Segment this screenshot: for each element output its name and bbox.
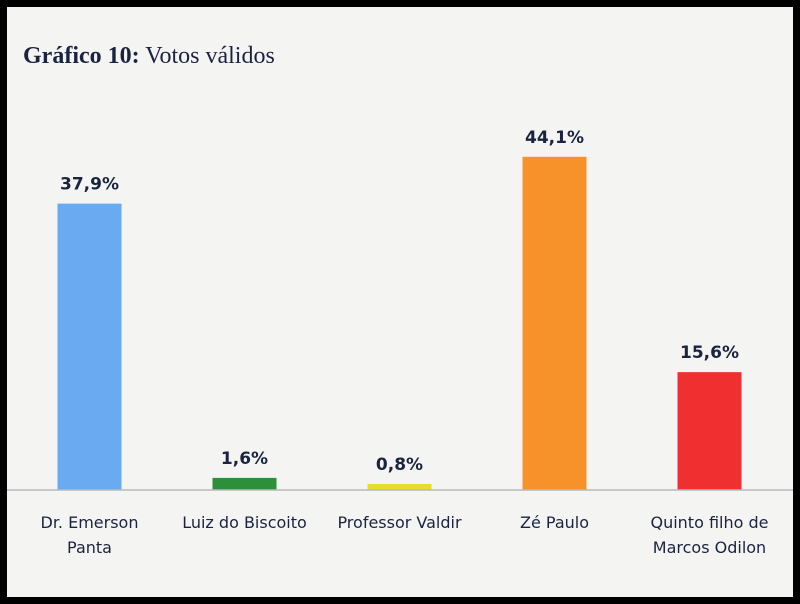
category-label: Dr. Emerson bbox=[41, 513, 139, 532]
data-label: 0,8% bbox=[376, 455, 423, 475]
bar-chart: 37,9% Dr. Emerson Panta 1,6% Luiz do Biscoit… bbox=[7, 128, 793, 557]
bar bbox=[522, 156, 587, 491]
category-label: Marcos Odilon bbox=[653, 538, 766, 557]
category-label: Zé Paulo bbox=[520, 513, 589, 532]
bar bbox=[57, 203, 122, 490]
category-label: Panta bbox=[67, 538, 112, 557]
bar bbox=[367, 483, 432, 490]
chart-title: Gráfico 10: Votos válidos bbox=[23, 43, 275, 70]
data-label: 15,6% bbox=[680, 343, 739, 363]
chart-title-number: Gráfico 10: bbox=[23, 43, 140, 69]
bar bbox=[212, 477, 277, 490]
data-label: 37,9% bbox=[60, 175, 119, 195]
chart-panel: Gráfico 10: Votos válidos 37,9% Dr. Emers… bbox=[7, 7, 793, 597]
category-label: Professor Valdir bbox=[337, 513, 462, 532]
data-label: 44,1% bbox=[525, 128, 584, 148]
chart-title-text: Votos válidos bbox=[145, 43, 275, 69]
category-label: Quinto filho de bbox=[650, 513, 768, 532]
bar bbox=[677, 372, 742, 490]
category-label: Luiz do Biscoito bbox=[182, 513, 307, 532]
data-label: 1,6% bbox=[221, 449, 268, 469]
